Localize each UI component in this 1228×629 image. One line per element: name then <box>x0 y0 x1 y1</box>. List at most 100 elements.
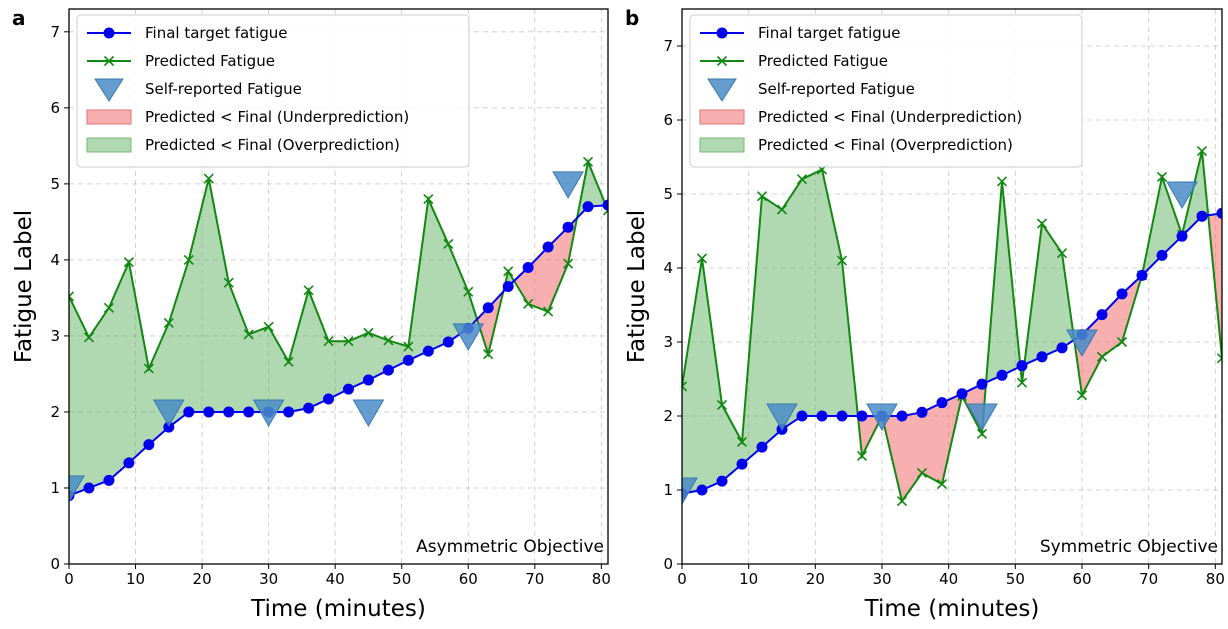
predicted-point <box>976 428 988 439</box>
panel-a: 0 10 20 30 40 50 60 70 80 0 1 2 3 4 5 6 7 Time (minutes) F… <box>11 6 611 622</box>
predicted-point <box>523 298 534 310</box>
predicted-point <box>716 399 728 410</box>
self-reported-point <box>452 323 485 351</box>
x-tick-label: 20 <box>193 570 212 588</box>
final-target-point <box>323 393 335 405</box>
y-tick-label: 7 <box>50 23 60 41</box>
x-tick-label: 0 <box>677 570 687 588</box>
predicted-point <box>1096 351 1108 362</box>
plot-area <box>682 146 1222 507</box>
final-target-point <box>916 406 928 418</box>
x-tick-label: 80 <box>592 570 611 588</box>
final-target-point <box>442 336 454 348</box>
legend: Final target fatigue Predicted Fatigue Sel… <box>76 14 470 168</box>
legend-label-self: Self-reported Fatigue <box>758 80 915 98</box>
final-target-point <box>83 482 95 494</box>
y-tick-label: 4 <box>50 251 60 269</box>
final-target-point <box>976 378 988 390</box>
y-tick-label: 0 <box>663 555 673 573</box>
legend-box <box>689 14 1083 168</box>
predicted-point <box>582 156 594 167</box>
predicted-point <box>69 291 75 302</box>
predicted-point <box>1156 171 1168 183</box>
predicted-point <box>363 327 374 338</box>
legend-label-final: Final target fatigue <box>758 24 901 42</box>
predicted-point <box>183 254 194 265</box>
final-target-line <box>682 212 1222 495</box>
predicted-point <box>1056 248 1068 259</box>
predicted-point <box>423 194 434 205</box>
final-target-point <box>956 388 968 400</box>
predicted-point <box>463 286 474 297</box>
predicted-point <box>383 335 394 346</box>
axes-frame <box>68 8 609 565</box>
final-target-point <box>522 261 534 273</box>
x-tick-label: 70 <box>1139 570 1158 588</box>
self-reported-point <box>766 403 798 432</box>
final-target-point <box>1036 351 1048 363</box>
predicted-point <box>563 258 574 269</box>
overprediction-area <box>682 169 858 494</box>
final-target-point <box>382 364 394 376</box>
final-target-point <box>796 410 808 422</box>
final-target-point <box>736 458 748 470</box>
final-target-line <box>69 204 608 497</box>
self-reported-point <box>69 475 85 503</box>
self-reported-point <box>682 477 698 506</box>
x-tick-label: 80 <box>1206 570 1225 588</box>
predicted-point <box>856 450 868 462</box>
final-target-point <box>1156 249 1168 261</box>
legend-label-predicted: Predicted Fatigue <box>758 52 888 70</box>
predicted-point <box>896 496 908 507</box>
legend-label-self: Self-reported Fatigue <box>145 80 302 98</box>
overprediction-area <box>69 178 478 496</box>
predicted-point <box>263 321 274 332</box>
self-reported-point <box>252 399 285 427</box>
predicted-point <box>223 277 234 288</box>
predicted-point <box>403 341 414 352</box>
final-target-point <box>303 402 315 414</box>
x-tick-label: 40 <box>939 570 958 588</box>
self-reported-point <box>152 399 185 427</box>
y-tick-label: 1 <box>663 481 673 499</box>
legend-label-under: Predicted < Final (Underprediction) <box>145 108 409 126</box>
self-reported-point <box>552 171 584 199</box>
legend-box <box>76 14 470 168</box>
x-tick-label: 50 <box>1006 570 1025 588</box>
predicted-point <box>996 176 1008 187</box>
y-tick-label: 7 <box>663 37 673 55</box>
y-tick-label: 5 <box>663 185 673 203</box>
final-target-point <box>123 457 135 469</box>
predicted-point <box>243 329 254 340</box>
predicted-point <box>796 174 808 185</box>
panel-letter: b <box>625 6 639 30</box>
x-tick-label: 60 <box>459 570 478 588</box>
final-target-point <box>896 410 908 422</box>
legend-under-patch <box>699 109 745 125</box>
x-tick-label: 10 <box>126 570 145 588</box>
predicted-fatigue-line <box>69 158 608 372</box>
self-reported-point <box>866 403 898 432</box>
self-reported-point <box>352 399 385 427</box>
x-tick-label: 50 <box>392 570 411 588</box>
y-tick-label: 6 <box>50 99 60 117</box>
legend-label-under: Predicted < Final (Underprediction) <box>758 108 1022 126</box>
final-target-point <box>582 201 594 213</box>
x-axis-label: Time (minutes) <box>864 596 1040 622</box>
legend-final-marker <box>716 27 728 39</box>
final-target-point <box>696 484 708 496</box>
final-target-point <box>163 421 175 433</box>
final-target-point <box>1016 360 1028 372</box>
final-target-point <box>542 241 554 253</box>
predicted-point <box>483 349 494 360</box>
final-target-point <box>1176 230 1188 242</box>
overprediction-area <box>986 181 1021 383</box>
legend-label-predicted: Predicted Fatigue <box>145 52 275 70</box>
final-target-point <box>342 383 354 395</box>
final-target-point <box>1116 288 1128 300</box>
predicted-point <box>776 204 788 215</box>
predicted-point <box>756 191 768 202</box>
final-target-point <box>1216 207 1222 219</box>
legend: Final target fatigue Predicted Fatigue Sel… <box>689 14 1083 168</box>
